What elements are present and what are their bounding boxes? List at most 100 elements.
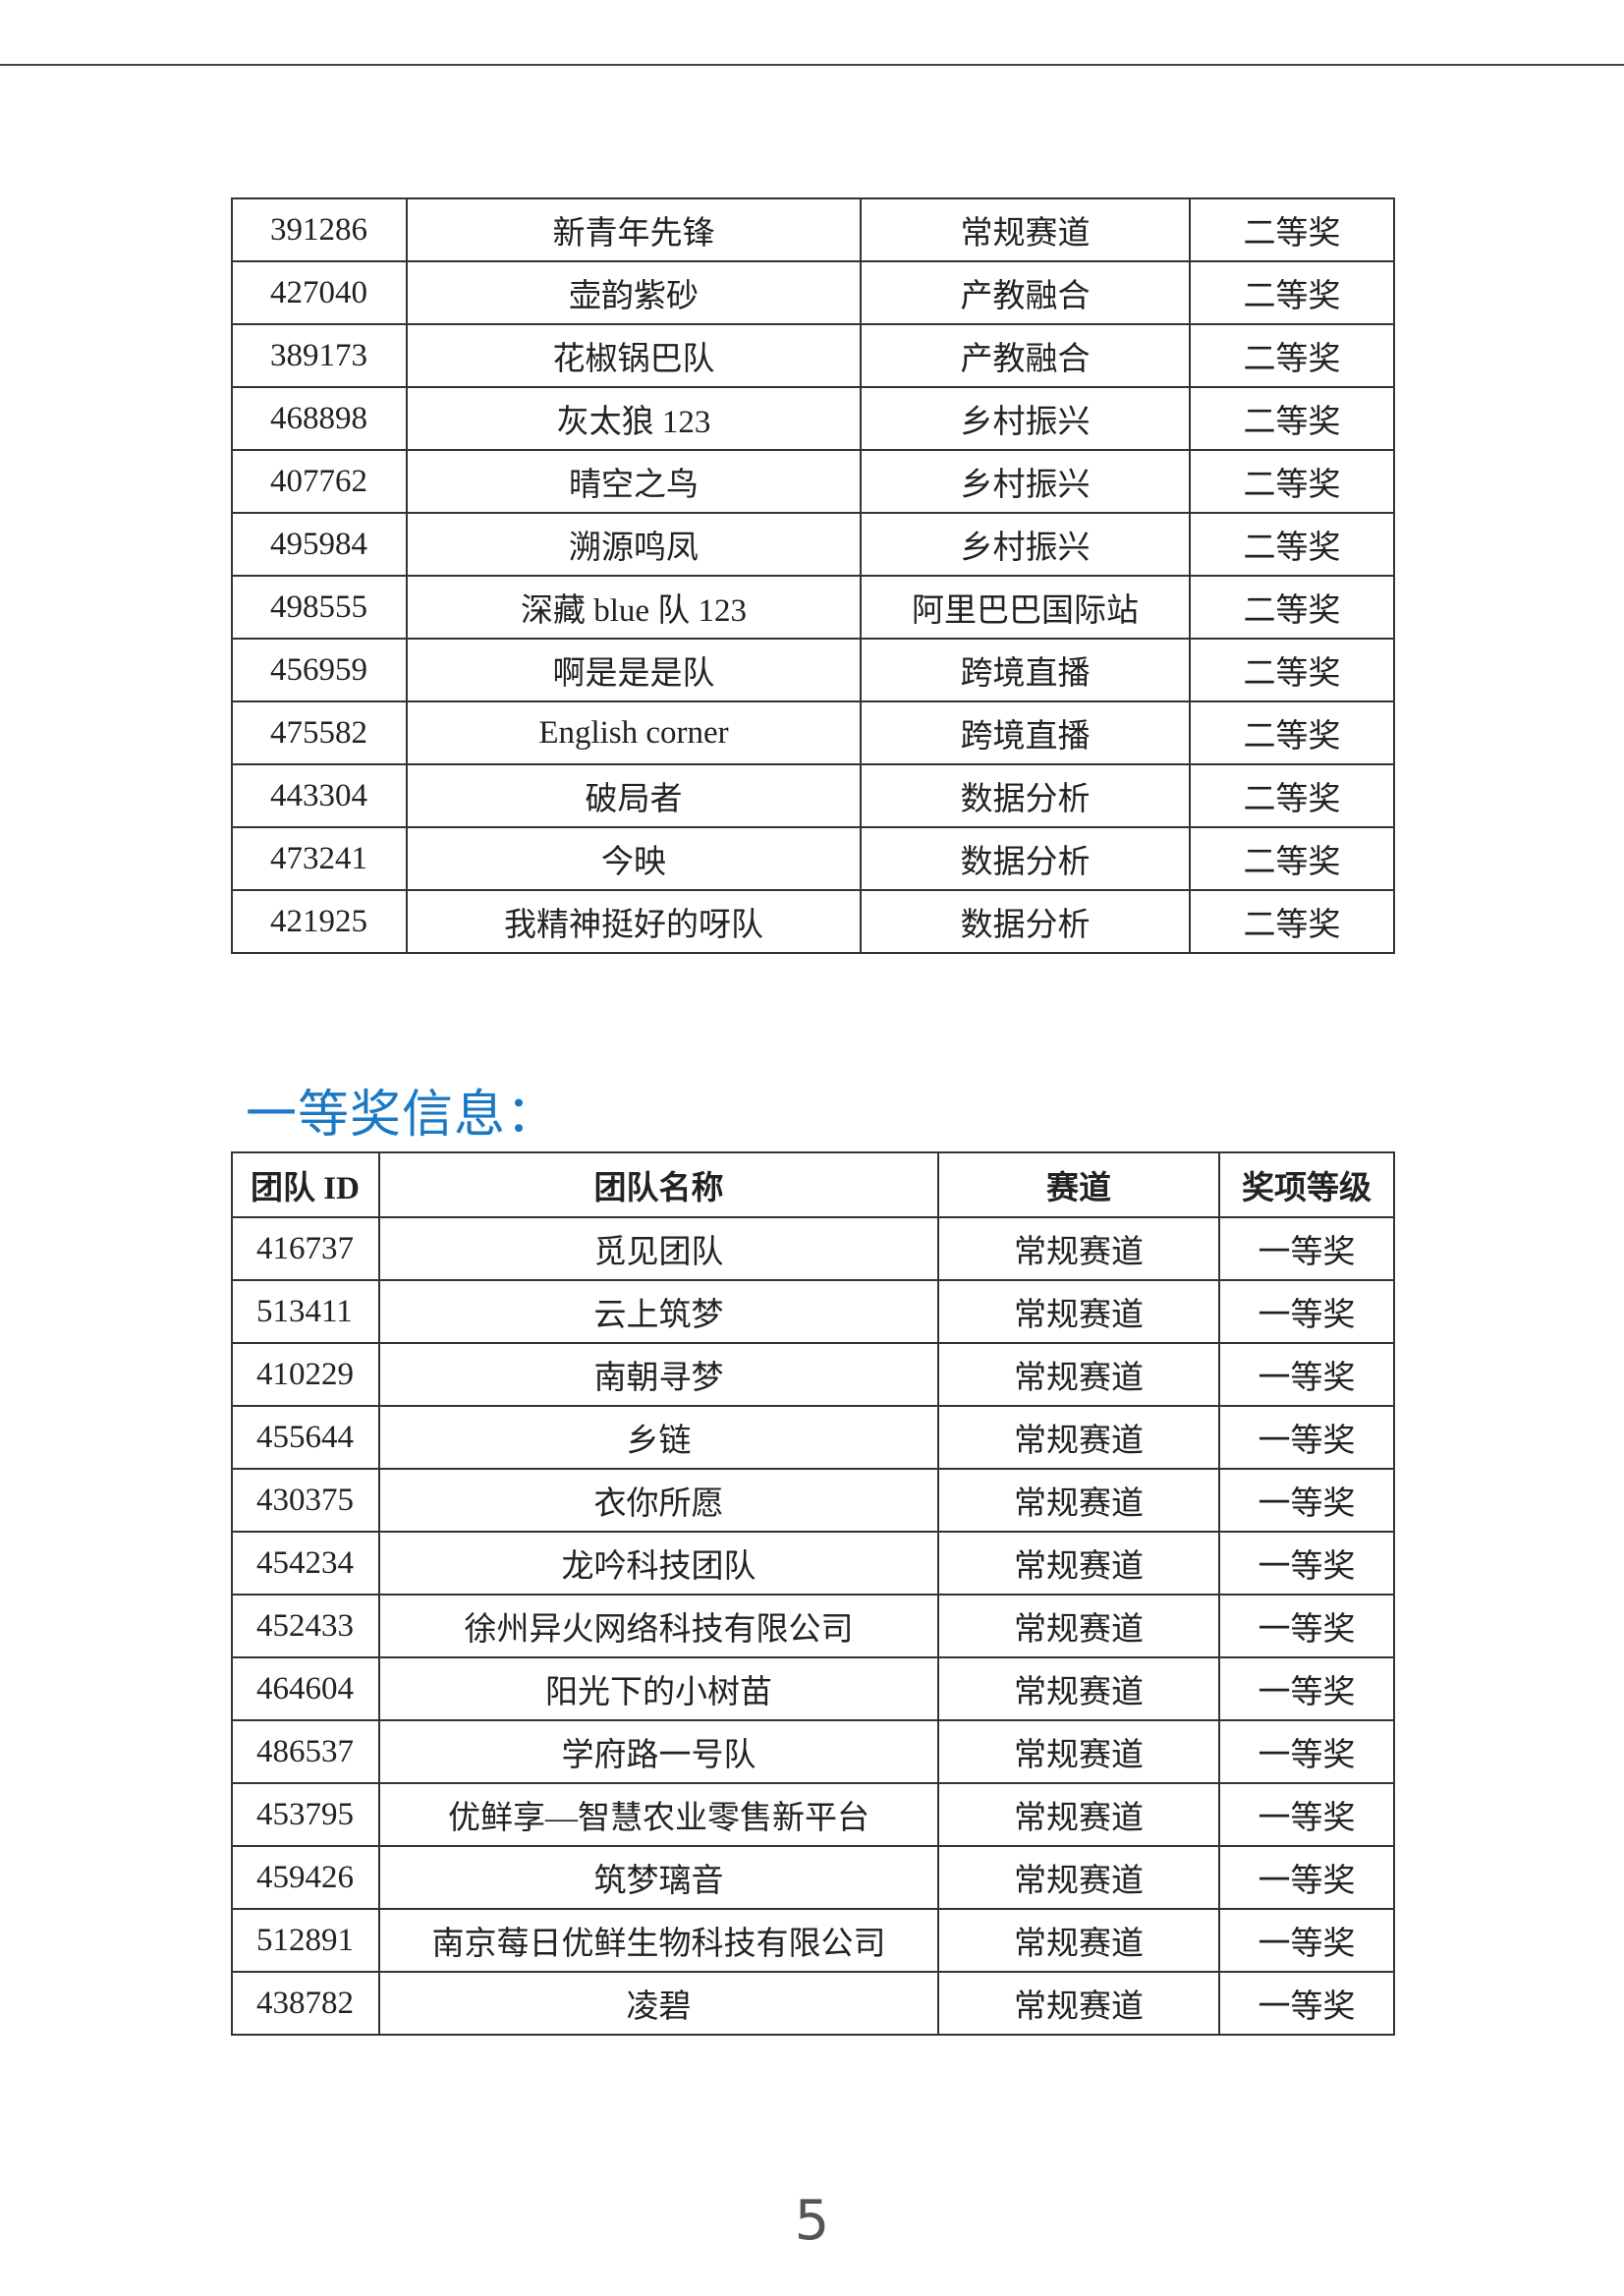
cell-team-name: 云上筑梦	[378, 1279, 939, 1344]
table-row: 443304 破局者 数据分析 二等奖	[231, 763, 1395, 828]
cell-team-id: 456959	[231, 638, 408, 702]
cell-team-name: 晴空之鸟	[406, 449, 862, 514]
cell-track: 常规赛道	[937, 1279, 1220, 1344]
cell-team-id: 486537	[231, 1719, 380, 1784]
cell-track: 常规赛道	[937, 1971, 1220, 2036]
cell-team-id: 391286	[231, 197, 408, 262]
cell-team-name: 花椒锅巴队	[406, 323, 862, 388]
cell-team-name: 深藏 blue 队 123	[406, 575, 862, 640]
cell-team-id: 443304	[231, 763, 408, 828]
cell-track: 产教融合	[860, 260, 1191, 325]
cell-track: 常规赛道	[937, 1594, 1220, 1658]
cell-award-level: 二等奖	[1189, 889, 1395, 954]
cell-team-id: 407762	[231, 449, 408, 514]
cell-track: 常规赛道	[937, 1342, 1220, 1407]
cell-track: 常规赛道	[937, 1845, 1220, 1910]
cell-award-level: 二等奖	[1189, 512, 1395, 577]
cell-team-name: 优鲜享—智慧农业零售新平台	[378, 1782, 939, 1847]
cell-track: 乡村振兴	[860, 512, 1191, 577]
cell-track: 跨境直播	[860, 700, 1191, 765]
table-row: 454234 龙吟科技团队 常规赛道 一等奖	[231, 1531, 1395, 1596]
cell-award-level: 二等奖	[1189, 763, 1395, 828]
cell-team-name: 衣你所愿	[378, 1468, 939, 1533]
cell-team-id: 513411	[231, 1279, 380, 1344]
cell-award-level: 二等奖	[1189, 575, 1395, 640]
cell-track: 常规赛道	[937, 1908, 1220, 1973]
cell-award-level: 一等奖	[1218, 1594, 1395, 1658]
cell-team-name: 今映	[406, 826, 862, 891]
cell-award-level: 二等奖	[1189, 700, 1395, 765]
cell-team-name: 觅见团队	[378, 1216, 939, 1281]
cell-team-name: 筑梦璃音	[378, 1845, 939, 1910]
table-row: 427040 壶韵紫砂 产教融合 二等奖	[231, 260, 1395, 325]
table-row: 512891 南京莓日优鲜生物科技有限公司 常规赛道 一等奖	[231, 1908, 1395, 1973]
cell-team-name: 徐州异火网络科技有限公司	[378, 1594, 939, 1658]
cell-team-name: 破局者	[406, 763, 862, 828]
cell-team-name: 灰太狼 123	[406, 386, 862, 451]
cell-track: 产教融合	[860, 323, 1191, 388]
cell-track: 数据分析	[860, 826, 1191, 891]
column-header-award-level: 奖项等级	[1218, 1151, 1395, 1218]
table-row: 455644 乡链 常规赛道 一等奖	[231, 1405, 1395, 1470]
cell-track: 常规赛道	[937, 1468, 1220, 1533]
table-row: 475582 English corner 跨境直播 二等奖	[231, 700, 1395, 765]
cell-team-name: 龙吟科技团队	[378, 1531, 939, 1596]
cell-team-id: 498555	[231, 575, 408, 640]
table-row: 498555 深藏 blue 队 123 阿里巴巴国际站 二等奖	[231, 575, 1395, 640]
cell-team-name: English corner	[406, 700, 862, 765]
column-header-team-name: 团队名称	[378, 1151, 939, 1218]
cell-team-id: 452433	[231, 1594, 380, 1658]
cell-team-id: 427040	[231, 260, 408, 325]
table-row: 473241 今映 数据分析 二等奖	[231, 826, 1395, 891]
cell-team-id: 454234	[231, 1531, 380, 1596]
cell-track: 常规赛道	[860, 197, 1191, 262]
table-row: 486537 学府路一号队 常规赛道 一等奖	[231, 1719, 1395, 1784]
cell-team-name: 壶韵紫砂	[406, 260, 862, 325]
table-row: 391286 新青年先锋 常规赛道 二等奖	[231, 197, 1395, 262]
cell-team-id: 453795	[231, 1782, 380, 1847]
cell-track: 数据分析	[860, 763, 1191, 828]
table-row: 495984 溯源鸣凤 乡村振兴 二等奖	[231, 512, 1395, 577]
cell-team-id: 389173	[231, 323, 408, 388]
cell-team-id: 421925	[231, 889, 408, 954]
cell-team-id: 512891	[231, 1908, 380, 1973]
cell-award-level: 一等奖	[1218, 1216, 1395, 1281]
cell-team-id: 438782	[231, 1971, 380, 2036]
table-row: 438782 凌碧 常规赛道 一等奖	[231, 1971, 1395, 2036]
cell-award-level: 一等奖	[1218, 1656, 1395, 1721]
cell-team-name: 新青年先锋	[406, 197, 862, 262]
cell-team-name: 学府路一号队	[378, 1719, 939, 1784]
cell-award-level: 一等奖	[1218, 1531, 1395, 1596]
cell-award-level: 一等奖	[1218, 1782, 1395, 1847]
table-row: 389173 花椒锅巴队 产教融合 二等奖	[231, 323, 1395, 388]
table-row: 459426 筑梦璃音 常规赛道 一等奖	[231, 1845, 1395, 1910]
cell-track: 常规赛道	[937, 1719, 1220, 1784]
table-row: 453795 优鲜享—智慧农业零售新平台 常规赛道 一等奖	[231, 1782, 1395, 1847]
table-row: 421925 我精神挺好的呀队 数据分析 二等奖	[231, 889, 1395, 954]
cell-track: 数据分析	[860, 889, 1191, 954]
cell-team-id: 416737	[231, 1216, 380, 1281]
cell-team-id: 459426	[231, 1845, 380, 1910]
table-header-row: 团队 ID 团队名称 赛道 奖项等级	[231, 1151, 1395, 1218]
table-row: 468898 灰太狼 123 乡村振兴 二等奖	[231, 386, 1395, 451]
cell-team-name: 乡链	[378, 1405, 939, 1470]
cell-team-id: 495984	[231, 512, 408, 577]
cell-team-name: 阳光下的小树苗	[378, 1656, 939, 1721]
cell-track: 阿里巴巴国际站	[860, 575, 1191, 640]
table-row: 407762 晴空之鸟 乡村振兴 二等奖	[231, 449, 1395, 514]
cell-award-level: 一等奖	[1218, 1719, 1395, 1784]
table-row: 410229 南朝寻梦 常规赛道 一等奖	[231, 1342, 1395, 1407]
cell-track: 跨境直播	[860, 638, 1191, 702]
cell-team-name: 溯源鸣凤	[406, 512, 862, 577]
column-header-team-id: 团队 ID	[231, 1151, 380, 1218]
column-header-track: 赛道	[937, 1151, 1220, 1218]
cell-award-level: 二等奖	[1189, 197, 1395, 262]
cell-team-id: 468898	[231, 386, 408, 451]
cell-award-level: 一等奖	[1218, 1845, 1395, 1910]
table-row: 456959 啊是是是队 跨境直播 二等奖	[231, 638, 1395, 702]
cell-award-level: 一等奖	[1218, 1971, 1395, 2036]
cell-award-level: 二等奖	[1189, 638, 1395, 702]
cell-award-level: 一等奖	[1218, 1908, 1395, 1973]
cell-award-level: 二等奖	[1189, 826, 1395, 891]
cell-team-id: 464604	[231, 1656, 380, 1721]
